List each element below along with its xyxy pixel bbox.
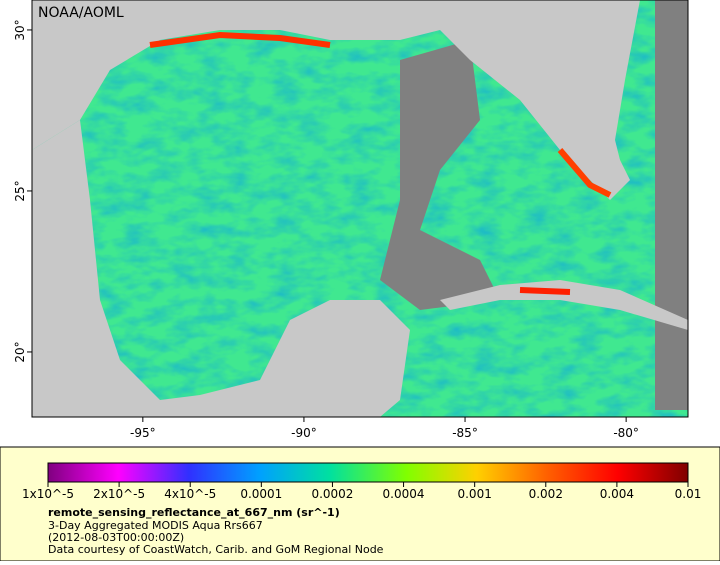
y-tick-label: 25° <box>13 180 27 201</box>
colorbar-tick-label: 0.0001 <box>240 487 282 501</box>
land-cuba <box>440 280 688 330</box>
land-north <box>32 0 688 200</box>
no-data <box>380 40 500 310</box>
map-area: NOAA/AOML <box>31 0 689 418</box>
colorbar-tick-label: 0.01 <box>675 487 702 501</box>
x-tick-label: -85° <box>452 426 478 440</box>
colorbar <box>47 462 689 483</box>
map-frame <box>31 0 689 418</box>
colorbar-tick-label: 0.0002 <box>311 487 353 501</box>
caption-time: (2012-08-03T00:00:00Z) <box>48 531 184 544</box>
colorbar-tick-label: 0.002 <box>529 487 563 501</box>
caption-dataset: 3-Day Aggregated MODIS Aqua Rrs667 <box>48 519 263 532</box>
colorbar-tick-label: 0.004 <box>600 487 634 501</box>
coastal-high <box>557 148 612 198</box>
colorbar-tick-label: 0.001 <box>457 487 491 501</box>
x-tick-label: -80° <box>613 426 639 440</box>
land-florida <box>560 0 640 195</box>
colorbar-tick-label: 0.0004 <box>383 487 425 501</box>
land-mexico <box>32 120 410 417</box>
colorbar-tick-label: 2x10^-5 <box>93 487 145 501</box>
caption-variable: remote_sensing_reflectance_at_667_nm (sr… <box>48 506 340 519</box>
map-label: NOAA/AOML <box>38 5 124 21</box>
y-tick-label: 20° <box>13 341 27 362</box>
caption-credit: Data courtesy of CoastWatch, Carib. and … <box>48 543 384 556</box>
no-data <box>655 0 688 410</box>
colorbar-tick-label: 1x10^-5 <box>22 487 74 501</box>
x-tick-label: -90° <box>291 426 317 440</box>
colorbar-tick-label: 4x10^-5 <box>164 487 216 501</box>
x-tick-label: -95° <box>130 426 156 440</box>
y-tick-label: 30° <box>13 19 27 40</box>
coastal-high <box>519 287 571 295</box>
coastal-high <box>149 31 331 48</box>
